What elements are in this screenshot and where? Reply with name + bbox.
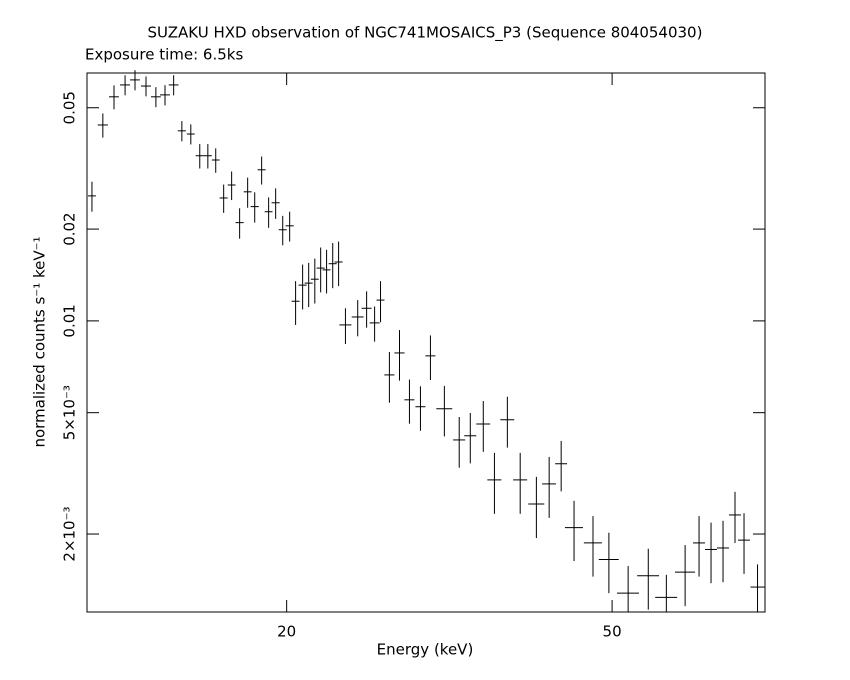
chart-title: SUZAKU HXD observation of NGC741MOSAICS_…: [148, 24, 703, 43]
chart-subtitle: Exposure time: 6.5ks: [85, 46, 243, 64]
y-tick-label: 0.05: [61, 91, 79, 124]
x-axis-label: Energy (keV): [377, 641, 474, 659]
y-tick-label: 5×10⁻³: [61, 385, 79, 440]
x-tick-label: 20: [277, 623, 296, 641]
y-tick-label: 0.01: [61, 304, 79, 337]
plot-frame: [86, 72, 766, 613]
y-tick-label: 0.02: [61, 212, 79, 245]
y-tick-label: 2×10⁻³: [61, 506, 79, 561]
y-axis-label: normalized counts s⁻¹ keV⁻¹: [31, 236, 49, 447]
x-tick-label: 50: [603, 623, 622, 641]
